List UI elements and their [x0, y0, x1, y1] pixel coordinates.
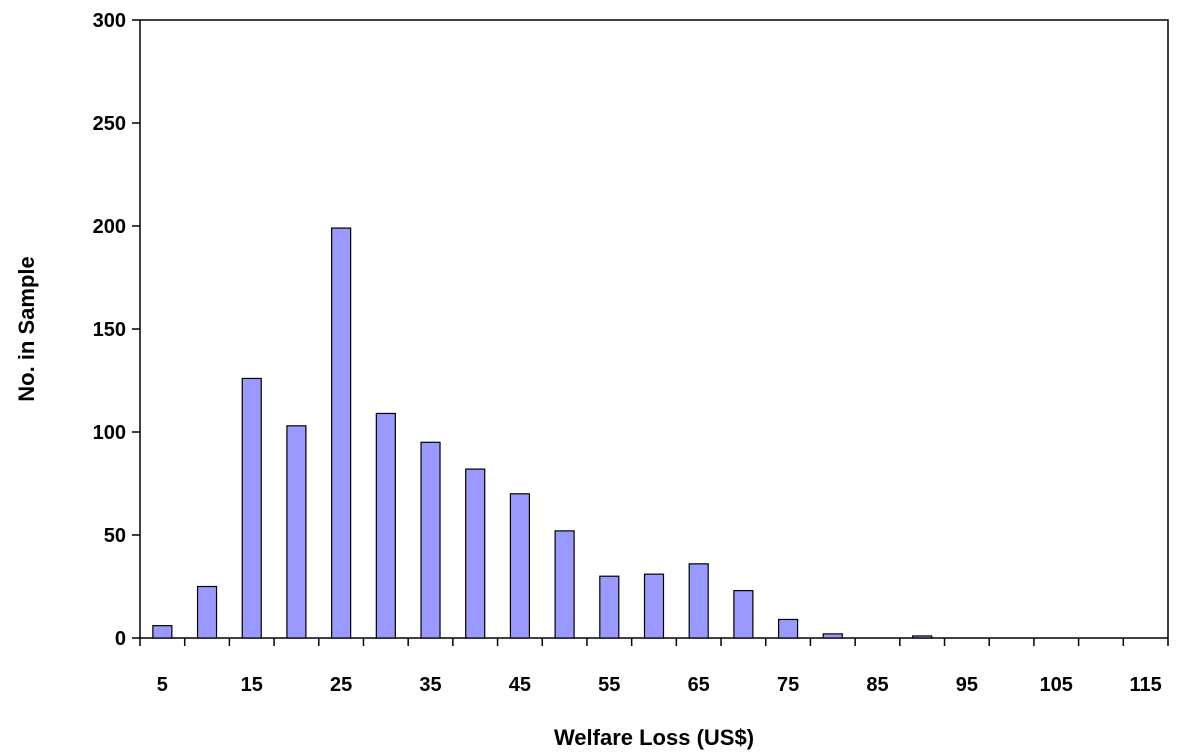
x-tick-label: 35 [419, 674, 441, 696]
bar-80 [822, 633, 843, 639]
bar-35 [420, 441, 441, 639]
y-tick-label: 150 [93, 319, 126, 341]
x-tick-label: 115 [1130, 674, 1162, 696]
bar-10 [196, 585, 218, 639]
bar-50 [554, 530, 575, 639]
bar-30 [375, 412, 396, 639]
x-tick-label: 15 [241, 674, 263, 696]
y-tick-label: 250 [93, 113, 126, 135]
bar-5 [152, 625, 173, 639]
x-axis-ticks: 5 15 25 35 45 55 65 75 85 95 105 115 [139, 638, 1169, 696]
y-tick-label: 100 [93, 422, 126, 444]
x-axis-title: Welfare Loss (US$) [554, 725, 754, 750]
bar-40 [465, 468, 486, 639]
bar-70 [733, 590, 754, 639]
y-tick-label: 300 [93, 10, 126, 32]
x-tick-label: 95 [956, 674, 978, 696]
x-tick-label: 45 [509, 674, 531, 696]
x-tick-label: 25 [330, 674, 352, 696]
x-tick-label: 55 [598, 674, 620, 696]
y-tick-label: 50 [104, 525, 126, 547]
x-tick-label: 5 [157, 674, 168, 696]
y-axis-ticks: 0 50 100 150 200 250 300 [93, 10, 140, 650]
bar-45 [509, 493, 531, 639]
x-tick-label: 85 [866, 674, 888, 696]
bar-25 [331, 227, 352, 639]
y-tick-label: 200 [93, 216, 126, 238]
bar-60 [643, 573, 665, 639]
bar-15 [241, 377, 262, 639]
bar-65 [688, 563, 709, 639]
bar-20 [286, 425, 307, 639]
x-tick-label: 75 [777, 674, 799, 696]
bar-90 [912, 635, 933, 639]
y-axis-title: No. in Sample [14, 256, 39, 401]
y-tick-label: 0 [115, 628, 126, 650]
x-tick-label: 65 [688, 674, 710, 696]
bar-55 [599, 575, 620, 639]
bars-group [152, 227, 933, 639]
x-tick-label: 105 [1040, 674, 1073, 696]
bar-75 [777, 618, 799, 639]
